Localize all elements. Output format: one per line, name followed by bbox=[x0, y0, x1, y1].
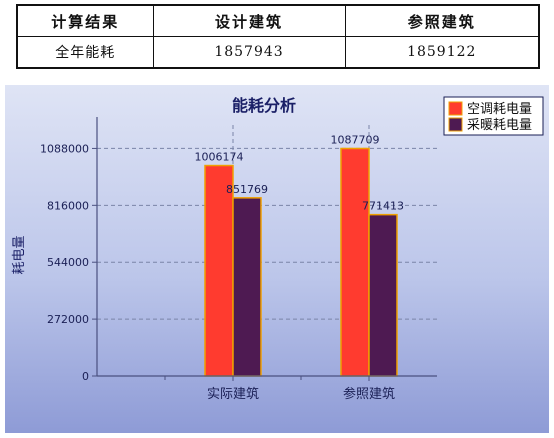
bar-data-label: 1006174 bbox=[195, 151, 244, 164]
y-tick-label: 544000 bbox=[47, 256, 89, 269]
chart-background bbox=[5, 85, 549, 433]
legend-label: 空调耗电量 bbox=[467, 102, 532, 117]
y-tick-label: 816000 bbox=[47, 199, 89, 212]
reference-building-energy-value: 1859122 bbox=[344, 36, 540, 69]
energy-analysis-chart: 能耗分析 耗电量 0 272000 544000 816000 1088000 10061… bbox=[5, 85, 549, 433]
bar-data-label: 771413 bbox=[362, 200, 404, 213]
bar bbox=[232, 197, 262, 377]
header-reference-building: 参照建筑 bbox=[344, 4, 540, 37]
y-tick-label: 272000 bbox=[47, 313, 89, 326]
table-row: 全年能耗 1857943 1859122 bbox=[16, 36, 540, 69]
row-label-annual-energy: 全年能耗 bbox=[16, 36, 154, 69]
bar bbox=[204, 164, 234, 377]
y-tick-label: 1088000 bbox=[40, 142, 89, 155]
header-calc-result: 计算结果 bbox=[16, 4, 154, 37]
y-tick-label: 0 bbox=[82, 370, 89, 383]
table-header-row: 计算结果 设计建筑 参照建筑 bbox=[16, 4, 540, 37]
legend-swatch bbox=[448, 117, 463, 132]
results-table: 计算结果 设计建筑 参照建筑 全年能耗 1857943 1859122 bbox=[16, 4, 540, 69]
legend-swatch bbox=[448, 101, 463, 116]
legend-label: 采暖耗电量 bbox=[467, 118, 532, 133]
chart-title: 能耗分析 bbox=[232, 96, 296, 115]
x-tick-label: 参照建筑 bbox=[343, 386, 395, 402]
bar bbox=[368, 213, 398, 377]
bar-data-label: 1087709 bbox=[331, 133, 380, 146]
header-design-building: 设计建筑 bbox=[152, 4, 346, 37]
x-tick-label: 实际建筑 bbox=[207, 386, 259, 402]
chart-canvas: 能耗分析 耗电量 0 272000 544000 816000 1088000 10061… bbox=[5, 85, 549, 433]
bar-data-label: 851769 bbox=[226, 183, 268, 196]
bar bbox=[340, 147, 370, 377]
y-axis-label: 耗电量 bbox=[12, 235, 27, 274]
design-building-energy-value: 1857943 bbox=[152, 36, 346, 69]
